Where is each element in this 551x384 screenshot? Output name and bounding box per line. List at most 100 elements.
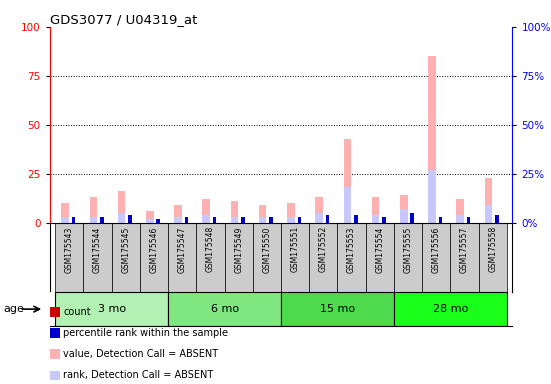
Bar	[410, 221, 414, 223]
Text: percentile rank within the sample: percentile rank within the sample	[63, 328, 228, 338]
Bar	[298, 217, 301, 223]
Bar	[259, 217, 267, 223]
Bar	[326, 215, 329, 223]
Bar	[372, 215, 380, 223]
Bar	[259, 205, 267, 223]
Bar	[55, 223, 83, 292]
Text: GSM175547: GSM175547	[178, 226, 187, 273]
Bar	[174, 217, 182, 223]
Bar	[128, 215, 132, 223]
Bar	[89, 217, 97, 223]
Bar	[231, 217, 238, 223]
Bar	[315, 197, 323, 223]
Bar	[422, 223, 450, 292]
Bar	[213, 217, 217, 223]
Text: GSM175543: GSM175543	[65, 226, 74, 273]
Bar	[326, 221, 329, 223]
Bar	[50, 307, 60, 317]
Bar	[118, 191, 126, 223]
Bar	[366, 223, 394, 292]
Text: GSM175556: GSM175556	[432, 226, 441, 273]
Bar	[196, 223, 225, 292]
Bar	[72, 217, 75, 223]
Bar	[253, 223, 281, 292]
Bar	[72, 221, 75, 223]
Bar	[456, 215, 464, 223]
Bar	[315, 213, 323, 223]
Bar	[428, 56, 436, 223]
Bar	[168, 223, 196, 292]
Text: 6 mo: 6 mo	[210, 304, 239, 314]
Bar	[61, 203, 69, 223]
Text: GSM175552: GSM175552	[319, 226, 328, 272]
Bar	[185, 221, 188, 223]
Bar	[168, 292, 281, 326]
Text: rank, Detection Call = ABSENT: rank, Detection Call = ABSENT	[63, 370, 214, 380]
Bar	[269, 221, 273, 223]
Bar	[287, 203, 295, 223]
Text: GSM175558: GSM175558	[488, 226, 497, 272]
Bar	[112, 223, 140, 292]
Bar	[100, 217, 104, 223]
Bar	[269, 217, 273, 223]
Bar	[156, 219, 160, 223]
Bar	[128, 221, 132, 223]
Text: GSM175549: GSM175549	[234, 226, 243, 273]
Text: 15 mo: 15 mo	[320, 304, 355, 314]
Bar	[382, 217, 386, 223]
Bar	[50, 328, 60, 338]
Bar	[354, 215, 358, 223]
Bar	[281, 223, 309, 292]
Bar	[146, 211, 154, 223]
Bar	[287, 217, 295, 223]
Bar	[410, 213, 414, 223]
Bar	[231, 201, 238, 223]
Bar	[174, 205, 182, 223]
Bar	[382, 221, 386, 223]
Bar	[467, 221, 471, 223]
Text: GDS3077 / U04319_at: GDS3077 / U04319_at	[50, 13, 197, 26]
Bar	[281, 292, 394, 326]
Bar	[89, 197, 97, 223]
Bar	[156, 221, 160, 223]
Bar	[55, 292, 168, 326]
Bar	[202, 215, 210, 223]
Bar	[83, 223, 112, 292]
Bar	[50, 371, 60, 380]
Text: count: count	[63, 307, 91, 317]
Text: value, Detection Call = ABSENT: value, Detection Call = ABSENT	[63, 349, 219, 359]
Bar	[439, 221, 442, 223]
Bar	[241, 217, 245, 223]
Bar	[439, 217, 442, 223]
Bar	[225, 223, 253, 292]
Bar	[343, 139, 351, 223]
Bar	[495, 221, 499, 223]
Bar	[309, 223, 337, 292]
Bar	[298, 221, 301, 223]
Bar	[343, 187, 351, 223]
Bar	[400, 209, 408, 223]
Bar	[354, 221, 358, 223]
Bar	[100, 221, 104, 223]
Bar	[495, 215, 499, 223]
Bar	[185, 217, 188, 223]
Bar	[428, 170, 436, 223]
Bar	[394, 223, 422, 292]
Bar	[485, 205, 492, 223]
Text: GSM175546: GSM175546	[149, 226, 159, 273]
Bar	[400, 195, 408, 223]
Text: GSM175548: GSM175548	[206, 226, 215, 272]
Text: age: age	[3, 304, 24, 314]
Text: GSM175554: GSM175554	[375, 226, 384, 273]
Text: GSM175550: GSM175550	[262, 226, 272, 273]
Bar	[118, 213, 126, 223]
Text: GSM175557: GSM175557	[460, 226, 469, 273]
Bar	[372, 197, 380, 223]
Text: 28 mo: 28 mo	[433, 304, 468, 314]
Text: GSM175555: GSM175555	[403, 226, 413, 273]
Text: 3 mo: 3 mo	[98, 304, 126, 314]
Bar	[202, 199, 210, 223]
Bar	[485, 178, 492, 223]
Bar	[337, 223, 366, 292]
Bar	[61, 217, 69, 223]
